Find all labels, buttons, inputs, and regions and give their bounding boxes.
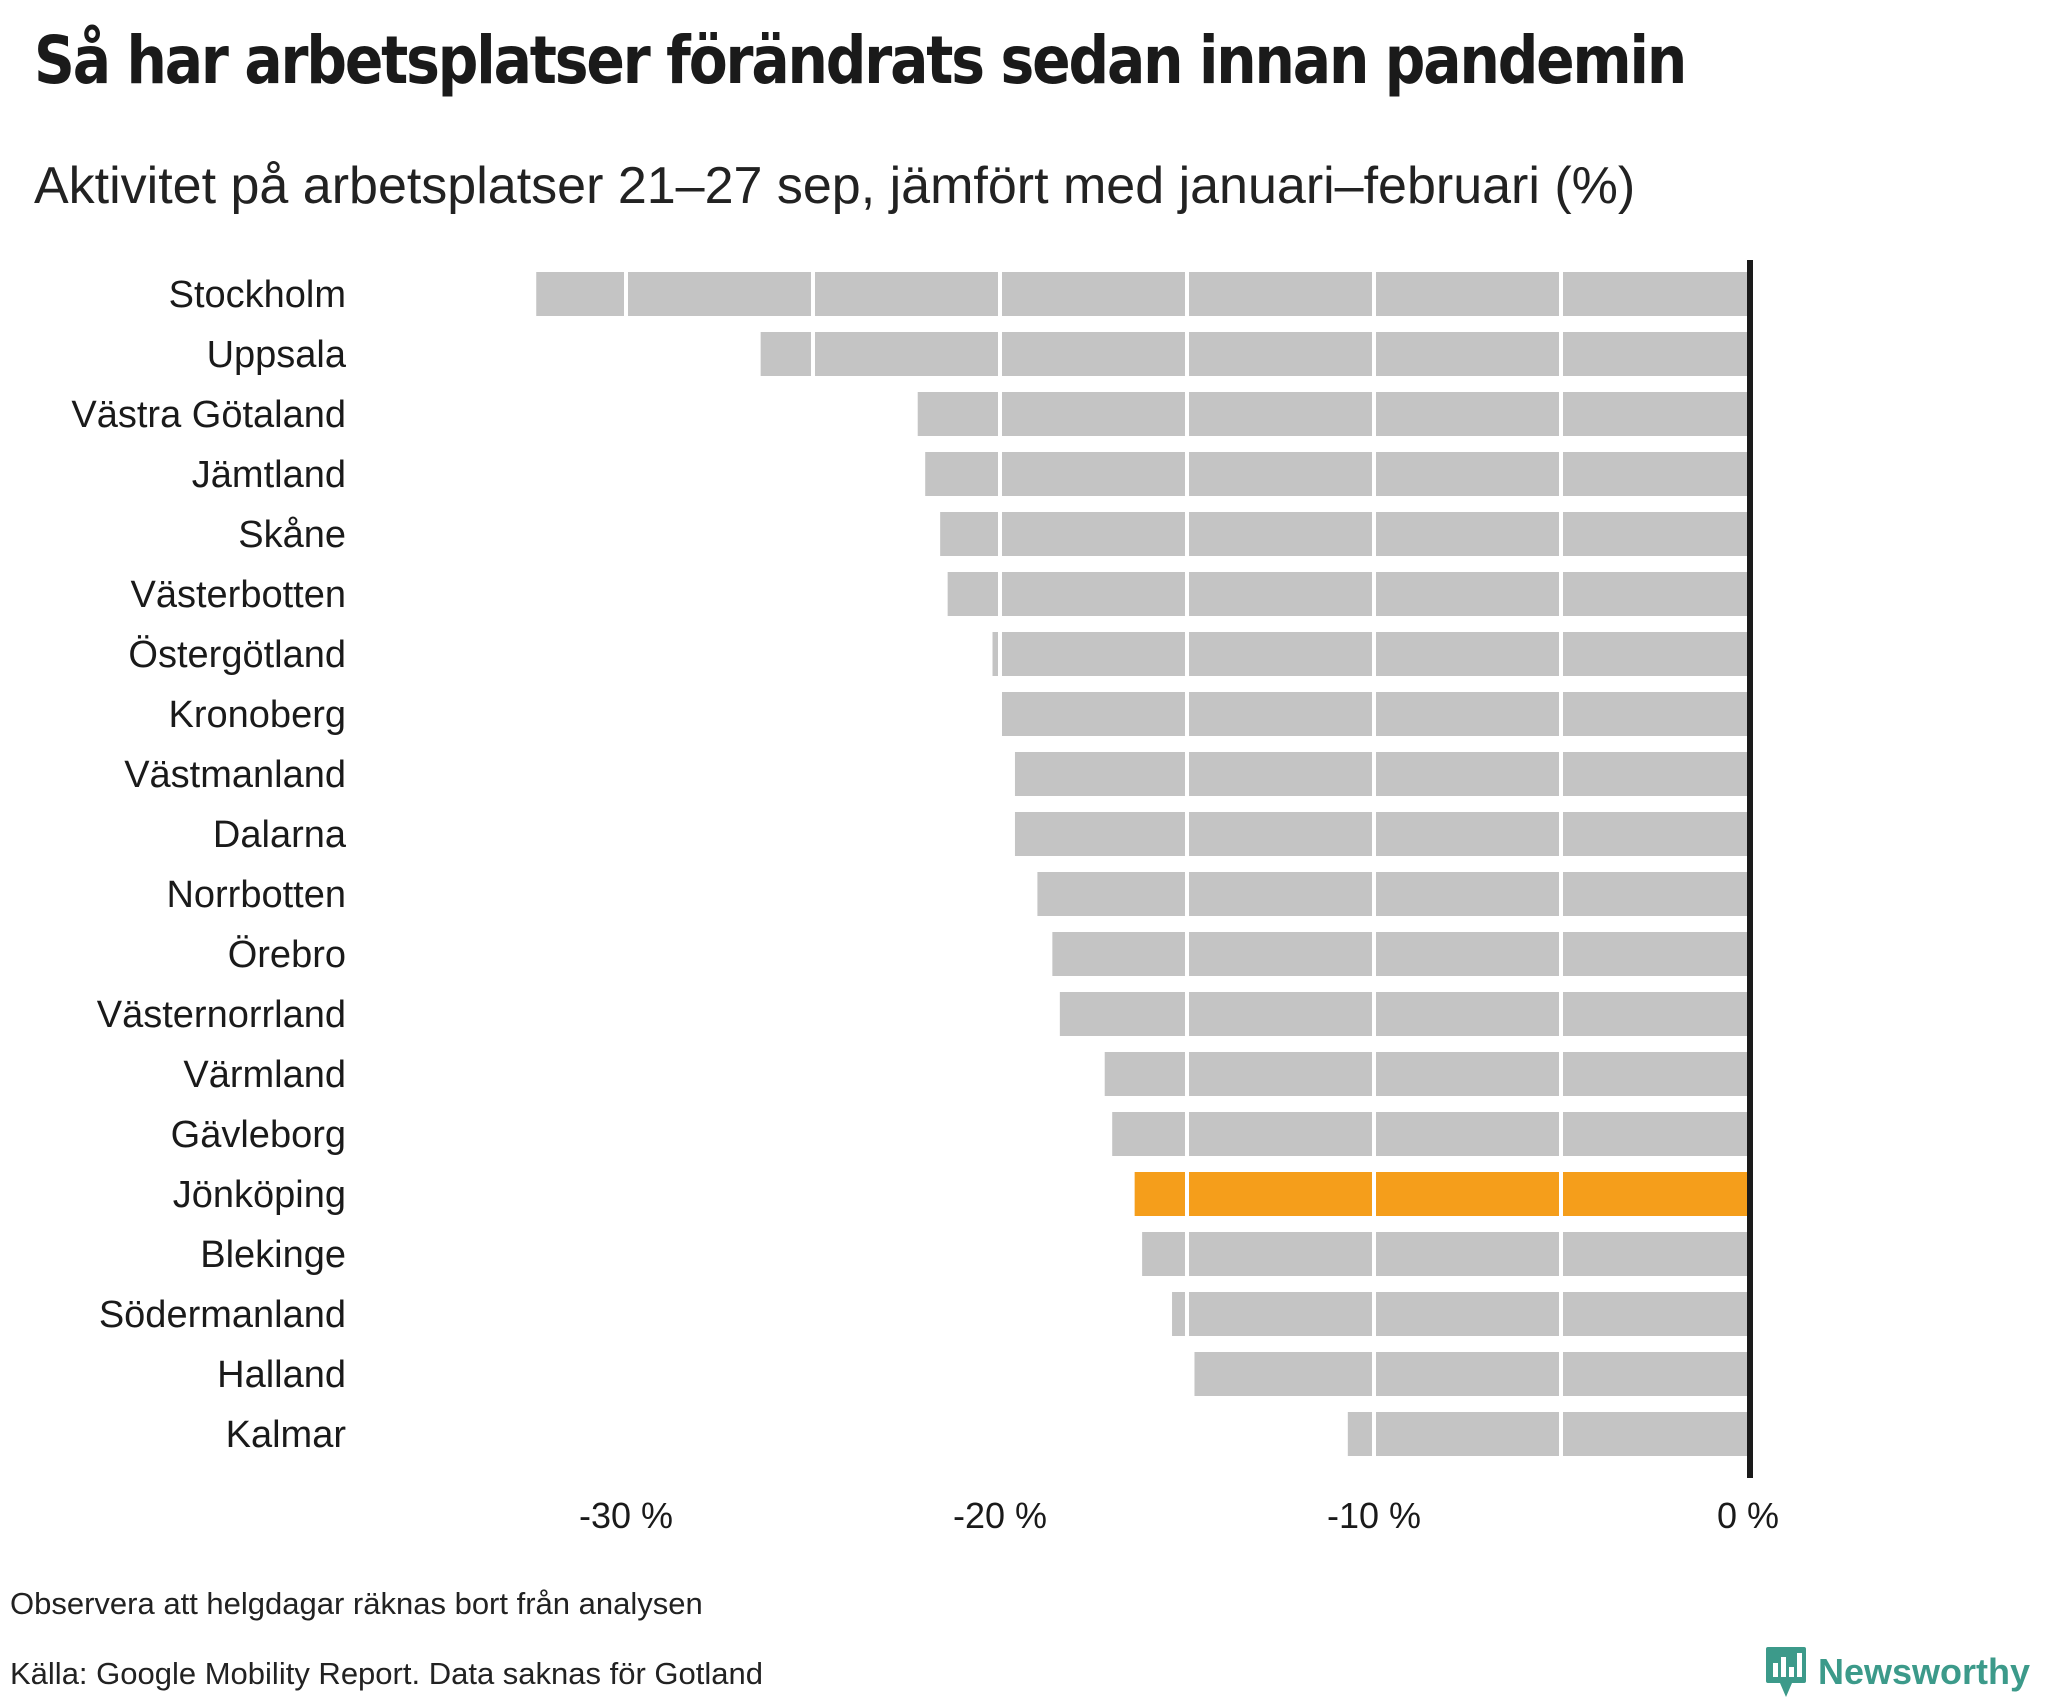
category-label: Stockholm [169, 274, 346, 316]
newsworthy-logo-icon [1766, 1647, 1806, 1697]
bar [1142, 1232, 1748, 1276]
bar [940, 512, 1748, 556]
bar-chart: Stockholm Uppsala Västra Götaland Jämtland S… [71, 260, 1779, 1536]
x-tick-label: -10 % [1327, 1495, 1421, 1536]
category-label: Jämtland [192, 454, 346, 496]
footnote: Observera att helgdagar räknas bort från… [10, 1586, 703, 1621]
bar [1014, 752, 1748, 796]
chart-subtitle: Aktivitet på arbetsplatser 21–27 sep, jä… [34, 157, 1636, 215]
bar [992, 632, 1748, 676]
bar [1194, 1352, 1748, 1396]
category-label: Västerbotten [131, 574, 346, 616]
category-label: Halland [217, 1354, 346, 1396]
category-label: Kronoberg [169, 694, 346, 736]
bar [1014, 812, 1748, 856]
x-tick-label: 0 % [1717, 1495, 1779, 1536]
category-label: Dalarna [213, 814, 347, 856]
category-label: Västernorrland [97, 994, 346, 1036]
bar [1052, 932, 1748, 976]
bar [1059, 992, 1748, 1036]
newsworthy-logo: Newsworthy [1764, 1644, 2030, 1700]
bar [947, 572, 1748, 616]
bar [917, 392, 1748, 436]
x-tick-label: -30 % [579, 1495, 673, 1536]
category-label: Värmland [183, 1054, 346, 1096]
category-label: Skåne [238, 514, 346, 556]
brand-name: Newsworthy [1818, 1651, 2031, 1692]
category-label: Västra Götaland [71, 394, 346, 436]
category-label: Gävleborg [171, 1114, 346, 1156]
category-label: Västmanland [124, 754, 346, 796]
bar-highlight [1134, 1172, 1748, 1216]
category-label: Blekinge [200, 1234, 346, 1276]
x-tick-label: -20 % [953, 1495, 1047, 1536]
bar [1347, 1412, 1748, 1456]
category-label: Norrbotten [166, 874, 346, 916]
bar [536, 272, 1748, 316]
bar [1112, 1112, 1748, 1156]
category-label: Kalmar [226, 1414, 347, 1456]
chart-title: Så har arbetsplatser förändrats sedan in… [34, 22, 1687, 99]
bar [1172, 1292, 1748, 1336]
category-label: Jönköping [173, 1174, 346, 1216]
bar [925, 452, 1748, 496]
category-label: Uppsala [207, 334, 347, 376]
bar [760, 332, 1748, 376]
bar [1104, 1052, 1748, 1096]
category-label: Södermanland [99, 1294, 346, 1336]
bar [1037, 872, 1748, 916]
category-label: Örebro [228, 934, 346, 976]
category-label: Östergötland [128, 634, 346, 676]
source-note: Källa: Google Mobility Report. Data sakn… [10, 1656, 763, 1691]
